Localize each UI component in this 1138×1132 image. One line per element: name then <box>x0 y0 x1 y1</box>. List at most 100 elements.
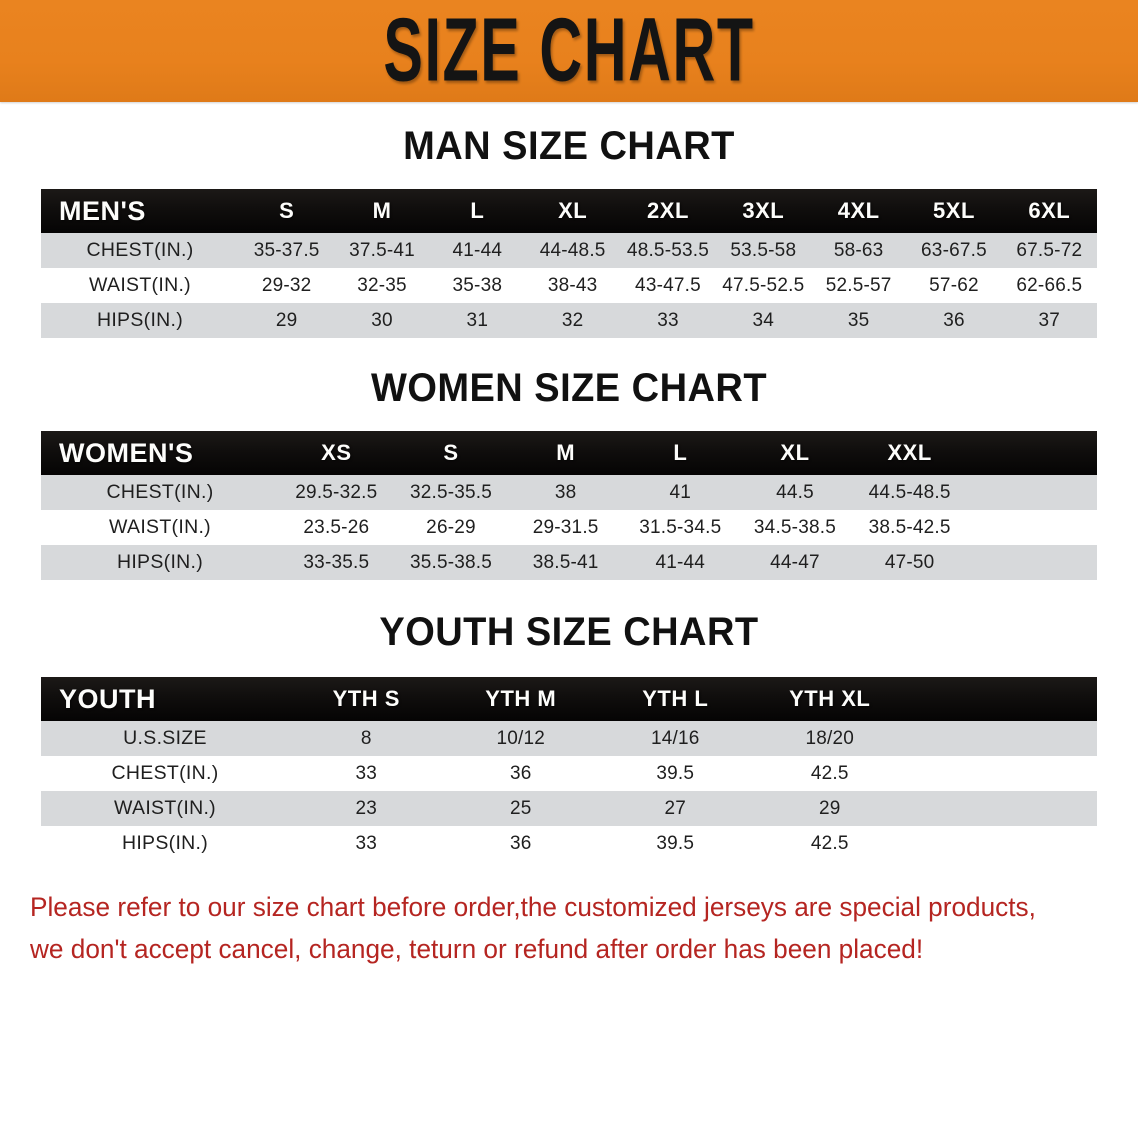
man-cell-0-4: 48.5-53.5 <box>620 233 716 268</box>
man-table-wrap: MEN'S S M L XL 2XL 3XL 4XL 5XL 6XL CHEST… <box>41 189 1097 338</box>
youth-cell-0-1: 10/12 <box>443 721 598 756</box>
youth-col-2: YTH L <box>598 677 753 721</box>
man-cell-1-3: 38-43 <box>524 268 621 303</box>
youth-row-label-3: HIPS(IN.) <box>41 826 289 861</box>
women-cell-2-4: 44-47 <box>737 545 853 580</box>
man-cell-0-8: 67.5-72 <box>1001 233 1097 268</box>
man-cell-1-1: 32-35 <box>334 268 430 303</box>
return-policy-line-1: Please refer to our size chart before or… <box>30 892 1036 922</box>
man-col-7: 5XL <box>906 189 1002 233</box>
youth-cell-3-1: 36 <box>443 826 598 861</box>
women-cell-1-2: 29-31.5 <box>508 510 623 545</box>
youth-col-1: YTH M <box>443 677 598 721</box>
women-col-0: XS <box>279 431 394 475</box>
women-cell-1-3: 31.5-34.5 <box>622 510 738 545</box>
women-col-1: S <box>393 431 509 475</box>
youth-col-spacer <box>907 677 1097 721</box>
man-table-head: MEN'S S M L XL 2XL 3XL 4XL 5XL 6XL <box>41 189 1097 233</box>
youth-cell-3-2: 39.5 <box>598 826 753 861</box>
page-title: SIZE CHART <box>383 0 755 101</box>
page-banner: SIZE CHART <box>0 0 1138 102</box>
man-cell-1-5: 47.5-52.5 <box>715 268 811 303</box>
youth-table-body: U.S.SIZE 8 10/12 14/16 18/20 CHEST(IN.) … <box>41 721 1097 861</box>
man-col-2: L <box>429 189 525 233</box>
youth-cell-1-3: 42.5 <box>752 756 907 791</box>
women-row-label-2: HIPS(IN.) <box>41 545 279 580</box>
man-cell-2-4: 33 <box>620 303 716 338</box>
table-row: CHEST(IN.) 33 36 39.5 42.5 <box>41 756 1097 791</box>
women-cell-0-1: 32.5-35.5 <box>393 475 509 510</box>
table-header-row: MEN'S S M L XL 2XL 3XL 4XL 5XL 6XL <box>41 189 1097 233</box>
man-cell-2-7: 36 <box>906 303 1002 338</box>
youth-cell-2-2: 27 <box>598 791 753 826</box>
women-table-body: CHEST(IN.) 29.5-32.5 32.5-35.5 38 41 44.… <box>41 475 1097 580</box>
youth-row-label-1: CHEST(IN.) <box>41 756 289 791</box>
women-cell-1-4: 34.5-38.5 <box>737 510 853 545</box>
man-cell-1-8: 62-66.5 <box>1001 268 1097 303</box>
man-cell-1-2: 35-38 <box>429 268 525 303</box>
women-cell-0-4: 44.5 <box>737 475 853 510</box>
women-table-head: WOMEN'S XS S M L XL XXL <box>41 431 1097 475</box>
man-col-6: 4XL <box>810 189 907 233</box>
man-row-label-1: WAIST(IN.) <box>41 268 239 303</box>
women-col-spacer <box>967 431 1097 475</box>
youth-corner-label: YOUTH <box>41 677 289 721</box>
youth-cell-1-1: 36 <box>443 756 598 791</box>
man-cell-0-0: 35-37.5 <box>239 233 335 268</box>
youth-size-table: YOUTH YTH S YTH M YTH L YTH XL U.S.SIZE … <box>41 677 1097 861</box>
youth-cell-1-2: 39.5 <box>598 756 753 791</box>
table-row: WAIST(IN.) 23.5-26 26-29 29-31.5 31.5-34… <box>41 510 1097 545</box>
youth-col-0: YTH S <box>289 677 444 721</box>
man-cell-0-5: 53.5-58 <box>715 233 811 268</box>
women-cell-1-1: 26-29 <box>393 510 509 545</box>
man-cell-2-1: 30 <box>334 303 430 338</box>
man-section-title: MAN SIZE CHART <box>403 124 735 168</box>
women-size-table: WOMEN'S XS S M L XL XXL CHEST(IN.) 29.5-… <box>41 431 1097 580</box>
man-corner-label: MEN'S <box>41 189 239 233</box>
women-cell-0-5: 44.5-48.5 <box>852 475 967 510</box>
man-cell-0-1: 37.5-41 <box>334 233 430 268</box>
man-col-3: XL <box>524 189 621 233</box>
women-col-4: XL <box>737 431 853 475</box>
youth-cell-0-2: 14/16 <box>598 721 753 756</box>
women-cell-2-6 <box>967 545 1097 580</box>
women-section-title: WOMEN SIZE CHART <box>370 366 768 410</box>
youth-cell-3-0: 33 <box>289 826 444 861</box>
man-cell-1-0: 29-32 <box>239 268 335 303</box>
women-row-label-1: WAIST(IN.) <box>41 510 279 545</box>
man-cell-2-8: 37 <box>1001 303 1097 338</box>
women-cell-0-6 <box>967 475 1097 510</box>
women-cell-0-2: 38 <box>508 475 623 510</box>
youth-cell-0-0: 8 <box>289 721 444 756</box>
man-cell-2-0: 29 <box>239 303 335 338</box>
women-table-wrap: WOMEN'S XS S M L XL XXL CHEST(IN.) 29.5-… <box>41 431 1097 580</box>
women-cell-2-5: 47-50 <box>852 545 967 580</box>
man-cell-1-7: 57-62 <box>906 268 1002 303</box>
youth-row-label-0: U.S.SIZE <box>41 721 289 756</box>
man-cell-0-3: 44-48.5 <box>524 233 621 268</box>
youth-cell-0-3: 18/20 <box>752 721 907 756</box>
women-cell-2-3: 41-44 <box>622 545 738 580</box>
women-col-2: M <box>508 431 623 475</box>
women-corner-label: WOMEN'S <box>41 431 279 475</box>
man-table-body: CHEST(IN.) 35-37.5 37.5-41 41-44 44-48.5… <box>41 233 1097 338</box>
youth-section-title: YOUTH SIZE CHART <box>379 610 759 654</box>
man-cell-2-6: 35 <box>810 303 907 338</box>
youth-cell-2-3: 29 <box>752 791 907 826</box>
man-size-table: MEN'S S M L XL 2XL 3XL 4XL 5XL 6XL CHEST… <box>41 189 1097 338</box>
women-cell-2-0: 33-35.5 <box>279 545 394 580</box>
table-row: HIPS(IN.) 33-35.5 35.5-38.5 38.5-41 41-4… <box>41 545 1097 580</box>
women-cell-1-5: 38.5-42.5 <box>852 510 967 545</box>
youth-cell-1-0: 33 <box>289 756 444 791</box>
man-cell-2-3: 32 <box>524 303 621 338</box>
women-cell-2-2: 38.5-41 <box>508 545 623 580</box>
man-col-4: 2XL <box>620 189 716 233</box>
man-col-5: 3XL <box>715 189 811 233</box>
women-cell-0-3: 41 <box>622 475 738 510</box>
youth-cell-3-3: 42.5 <box>752 826 907 861</box>
youth-cell-1-4 <box>907 756 1097 791</box>
youth-cell-2-1: 25 <box>443 791 598 826</box>
youth-cell-2-0: 23 <box>289 791 444 826</box>
table-row: HIPS(IN.) 33 36 39.5 42.5 <box>41 826 1097 861</box>
man-col-1: M <box>334 189 430 233</box>
